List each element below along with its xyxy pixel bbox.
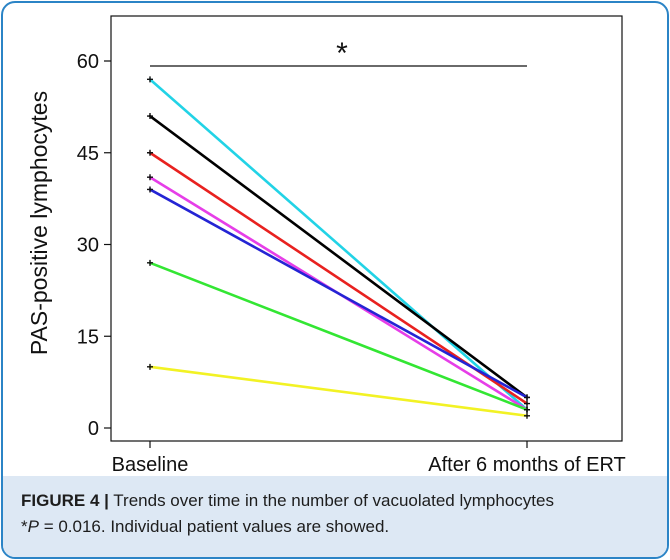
y-tick-label: 30 xyxy=(77,235,99,257)
x-tick-label: Baseline xyxy=(112,454,189,473)
caption-text: Trends over time in the number of vacuol… xyxy=(108,491,554,510)
series-line xyxy=(148,188,529,399)
y-axis: 0 15 30 45 60 xyxy=(77,51,111,440)
data-point-marker xyxy=(524,394,530,401)
y-axis-title: PAS-positive lymphocytes xyxy=(26,91,52,355)
line-chart: * PAS-positive lymphocytes 0 15 30 45 60 Bas… xyxy=(26,15,626,473)
series-line xyxy=(148,365,529,418)
caption-star: * xyxy=(21,517,28,536)
y-tick-label: 45 xyxy=(77,143,99,165)
figure-caption: FIGURE 4 | Trends over time in the numbe… xyxy=(21,488,653,540)
series-1 xyxy=(147,76,530,413)
data-point-marker xyxy=(147,174,153,181)
caption-p-value-text: = 0.016. Individual patient values are s… xyxy=(38,517,390,536)
data-point-marker xyxy=(524,400,530,407)
data-point-marker xyxy=(524,406,530,413)
series-line xyxy=(148,114,529,399)
y-tick-label: 0 xyxy=(88,418,99,440)
figure-caption-band: FIGURE 4 | Trends over time in the numbe… xyxy=(3,476,667,557)
data-point-marker xyxy=(147,149,153,156)
series-layer xyxy=(147,76,530,419)
series-line xyxy=(148,261,529,411)
x-tick-label: After 6 months of ERT xyxy=(428,454,626,473)
significance-marker: * xyxy=(336,37,348,70)
data-point-marker xyxy=(147,113,153,120)
data-point-marker xyxy=(524,412,530,419)
series-6 xyxy=(147,259,530,413)
series-7 xyxy=(147,363,530,419)
data-point-marker xyxy=(147,186,153,193)
x-axis: Baseline After 6 months of ERT xyxy=(112,441,626,473)
caption-p-symbol: P xyxy=(27,517,39,536)
series-5 xyxy=(147,186,530,401)
data-point-marker xyxy=(147,259,153,266)
y-tick-label: 60 xyxy=(77,51,99,73)
series-line xyxy=(148,78,529,411)
plot-box xyxy=(110,15,623,442)
y-tick-label: 15 xyxy=(77,326,99,348)
data-point-marker xyxy=(147,363,153,370)
series-2 xyxy=(147,113,530,401)
figure-label: FIGURE 4 | xyxy=(21,491,109,510)
data-point-marker xyxy=(147,76,153,83)
chart-area: * PAS-positive lymphocytes 0 15 30 45 60 Bas… xyxy=(3,3,667,473)
